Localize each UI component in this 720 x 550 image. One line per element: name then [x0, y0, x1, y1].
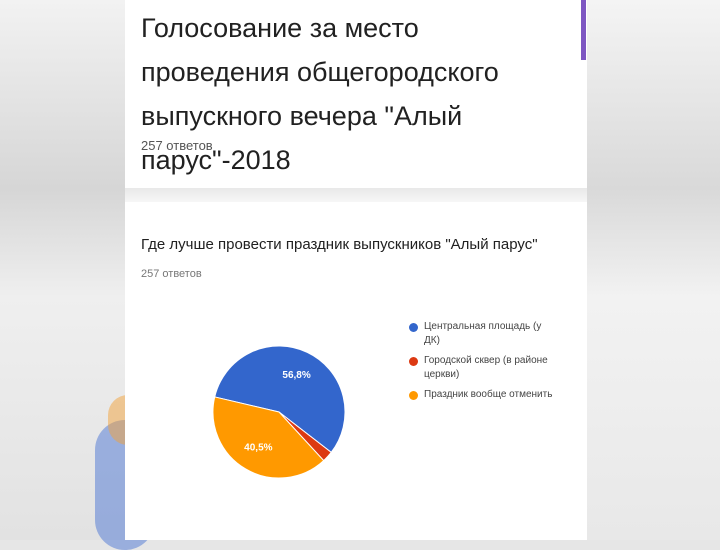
legend-label: Праздник вообще отменить	[424, 389, 553, 400]
question-response-count: 257 ответов	[141, 268, 202, 280]
chart-legend: Центральная площадь (у ДК) Городской скве…	[409, 320, 559, 408]
legend-label: Центральная площадь (у ДК)	[424, 321, 542, 346]
legend-color-dot	[409, 391, 418, 400]
legend-color-dot	[409, 357, 418, 366]
pie-slice-1	[214, 345, 346, 454]
form-response-count: 257 ответов	[141, 138, 213, 153]
pie-slice-label-3: 40,5%	[244, 442, 272, 453]
form-card	[125, 0, 587, 540]
legend-color-dot	[409, 323, 418, 332]
legend-item-2: Городской сквер (в районе церкви)	[409, 354, 559, 382]
pie-slice-3	[212, 396, 325, 479]
accent-bar	[581, 0, 586, 60]
legend-label: Городской сквер (в районе церкви)	[424, 355, 548, 380]
section-divider	[125, 188, 587, 202]
pie-slice-label-1: 56,8%	[282, 370, 310, 381]
pie-chart: 56,8% 40,5%	[212, 345, 346, 479]
form-title: Голосование за место проведения общегоро…	[141, 13, 499, 175]
question-title: Где лучше провести праздник выпускников …	[141, 236, 538, 253]
background-right	[587, 0, 720, 540]
legend-item-1: Центральная площадь (у ДК)	[409, 320, 559, 348]
legend-item-3: Праздник вообще отменить	[409, 388, 559, 402]
